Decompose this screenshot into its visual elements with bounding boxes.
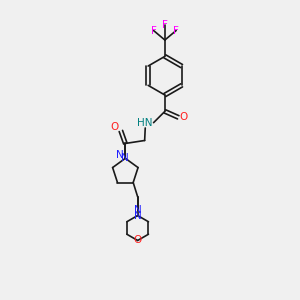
Text: F: F [162, 20, 168, 30]
Text: N: N [134, 211, 142, 220]
Text: N: N [134, 205, 142, 215]
Text: O: O [134, 236, 142, 245]
Text: N: N [122, 153, 129, 163]
Text: O: O [111, 122, 119, 132]
Text: HN: HN [137, 118, 153, 128]
Text: O: O [179, 112, 188, 122]
Text: F: F [173, 26, 179, 35]
Text: N: N [116, 150, 124, 160]
Text: F: F [151, 26, 157, 35]
